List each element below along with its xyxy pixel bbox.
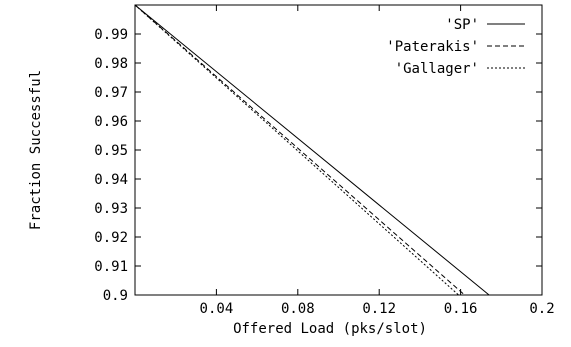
x-tick-label: 0.16 (444, 301, 478, 317)
series-line-0 (134, 4, 490, 296)
y-tick-label: 0.97 (94, 85, 128, 101)
x-tick-label: 0.2 (529, 301, 554, 317)
x-tick-label: 0.08 (281, 301, 315, 317)
y-tick-label: 0.92 (94, 230, 128, 246)
series-line-2 (134, 4, 459, 296)
legend-label: 'SP' (445, 17, 479, 33)
y-tick-label: 0.95 (94, 143, 128, 159)
y-axis-label: Fraction Successful (28, 70, 44, 230)
y-tick-label: 0.98 (94, 56, 128, 72)
y-tick-label: 0.96 (94, 114, 128, 130)
y-tick-label: 0.94 (94, 172, 128, 188)
x-tick-label: 0.12 (362, 301, 396, 317)
y-tick-label: 0.93 (94, 201, 128, 217)
x-tick-label: 0.04 (200, 301, 234, 317)
y-tick-label: 0.9 (103, 288, 128, 304)
plot-frame (134, 4, 543, 296)
x-axis-ticks: 0.04 0.08 0.12 0.16 0.2 (200, 5, 555, 317)
series-line-1 (134, 4, 466, 296)
y-tick-label: 0.91 (94, 259, 128, 275)
plot-border (134, 4, 543, 296)
legend: 'SP' 'Paterakis' 'Gallager' (386, 17, 525, 77)
y-tick-label: 0.99 (94, 27, 128, 43)
y-axis-ticks: 0.9 0.91 0.92 0.93 0.94 0.95 0.96 0.97 0.98 0.99 (94, 27, 542, 304)
legend-label: 'Paterakis' (386, 39, 479, 55)
x-axis-label: Offered Load (pks/slot) (233, 321, 427, 337)
legend-label: 'Gallager' (395, 61, 479, 77)
series-lines (134, 4, 490, 296)
